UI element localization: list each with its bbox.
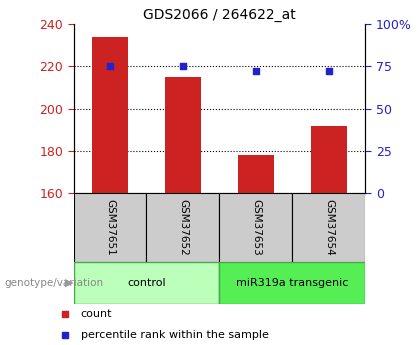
Bar <box>220 262 365 304</box>
Text: miR319a transgenic: miR319a transgenic <box>236 278 349 288</box>
Title: GDS2066 / 264622_at: GDS2066 / 264622_at <box>143 8 296 22</box>
Text: GSM37652: GSM37652 <box>178 199 188 256</box>
Text: ▶: ▶ <box>65 278 73 288</box>
Text: GSM37654: GSM37654 <box>324 199 334 256</box>
Bar <box>74 262 220 304</box>
Point <box>107 63 113 69</box>
Text: GSM37651: GSM37651 <box>105 199 115 256</box>
Bar <box>92 37 128 193</box>
Text: GSM37653: GSM37653 <box>251 199 261 256</box>
Point <box>62 332 68 337</box>
Bar <box>220 193 292 262</box>
Text: percentile rank within the sample: percentile rank within the sample <box>81 330 268 339</box>
Point <box>180 63 186 69</box>
Bar <box>238 155 274 193</box>
Text: genotype/variation: genotype/variation <box>4 278 103 288</box>
Bar <box>147 193 220 262</box>
Text: control: control <box>127 278 166 288</box>
Point <box>62 311 68 317</box>
Point <box>252 69 259 74</box>
Bar <box>165 77 201 193</box>
Bar <box>292 193 365 262</box>
Bar <box>311 126 347 193</box>
Text: count: count <box>81 309 112 319</box>
Bar <box>74 193 147 262</box>
Point <box>326 69 332 74</box>
